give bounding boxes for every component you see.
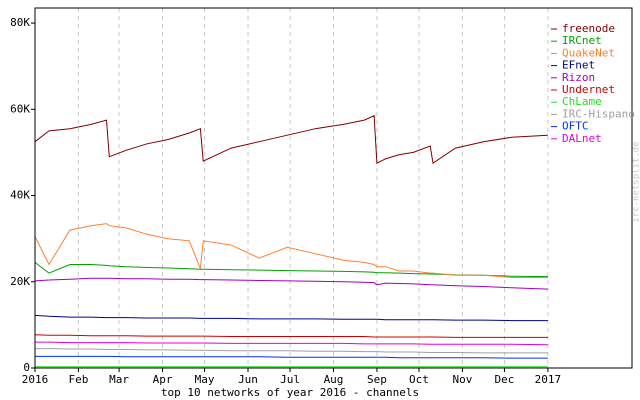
legend-label: EFnet bbox=[562, 59, 595, 72]
legend-label: ChLame bbox=[562, 95, 602, 108]
x-tick-label: Jun bbox=[238, 373, 258, 386]
watermark: irc-netsplit.de bbox=[632, 141, 640, 222]
y-tick-label: 60K bbox=[10, 102, 30, 115]
plot-border bbox=[34, 7, 633, 369]
series-line bbox=[34, 115, 548, 165]
x-tick-label: May bbox=[195, 373, 215, 386]
legend-label: IRC-Hispano bbox=[562, 107, 635, 120]
x-tick-label: Aug bbox=[324, 373, 344, 386]
series-line bbox=[34, 334, 548, 338]
y-tick-label: 20K bbox=[10, 275, 30, 288]
series-line bbox=[34, 314, 548, 322]
series-line bbox=[34, 262, 548, 278]
x-tick-label: Sep bbox=[367, 373, 387, 386]
x-tick-label: 2016 bbox=[22, 373, 49, 386]
legend-label: Undernet bbox=[562, 83, 615, 96]
y-tick-label: 40K bbox=[10, 189, 30, 202]
legend-label: Rizon bbox=[562, 71, 595, 84]
legend-label: DALnet bbox=[562, 132, 602, 145]
x-tick-label: Apr bbox=[153, 373, 173, 386]
legend-label: OFTC bbox=[562, 120, 589, 133]
y-tick-label: 80K bbox=[10, 16, 30, 29]
x-tick-label: Feb bbox=[69, 373, 89, 386]
series-line bbox=[35, 341, 548, 346]
series-line bbox=[35, 355, 548, 359]
series-line bbox=[35, 348, 548, 354]
x-tick-label: Dec bbox=[495, 373, 515, 386]
chart-title: top 10 networks of year 2016 - channels bbox=[161, 386, 419, 399]
x-tick-label: Jul bbox=[280, 373, 300, 386]
x-tick-label: Mar bbox=[109, 373, 129, 386]
legend-label: QuakeNet bbox=[562, 46, 615, 59]
x-tick-label: Nov bbox=[452, 373, 472, 386]
series-line bbox=[34, 223, 548, 278]
legend-label: IRCnet bbox=[562, 34, 602, 47]
legend-label: freenode bbox=[562, 22, 615, 35]
x-tick-label: Oct bbox=[409, 373, 429, 386]
series-line bbox=[34, 277, 548, 290]
x-tick-label: 2017 bbox=[535, 373, 562, 386]
y-tick-label: 0 bbox=[23, 361, 30, 374]
